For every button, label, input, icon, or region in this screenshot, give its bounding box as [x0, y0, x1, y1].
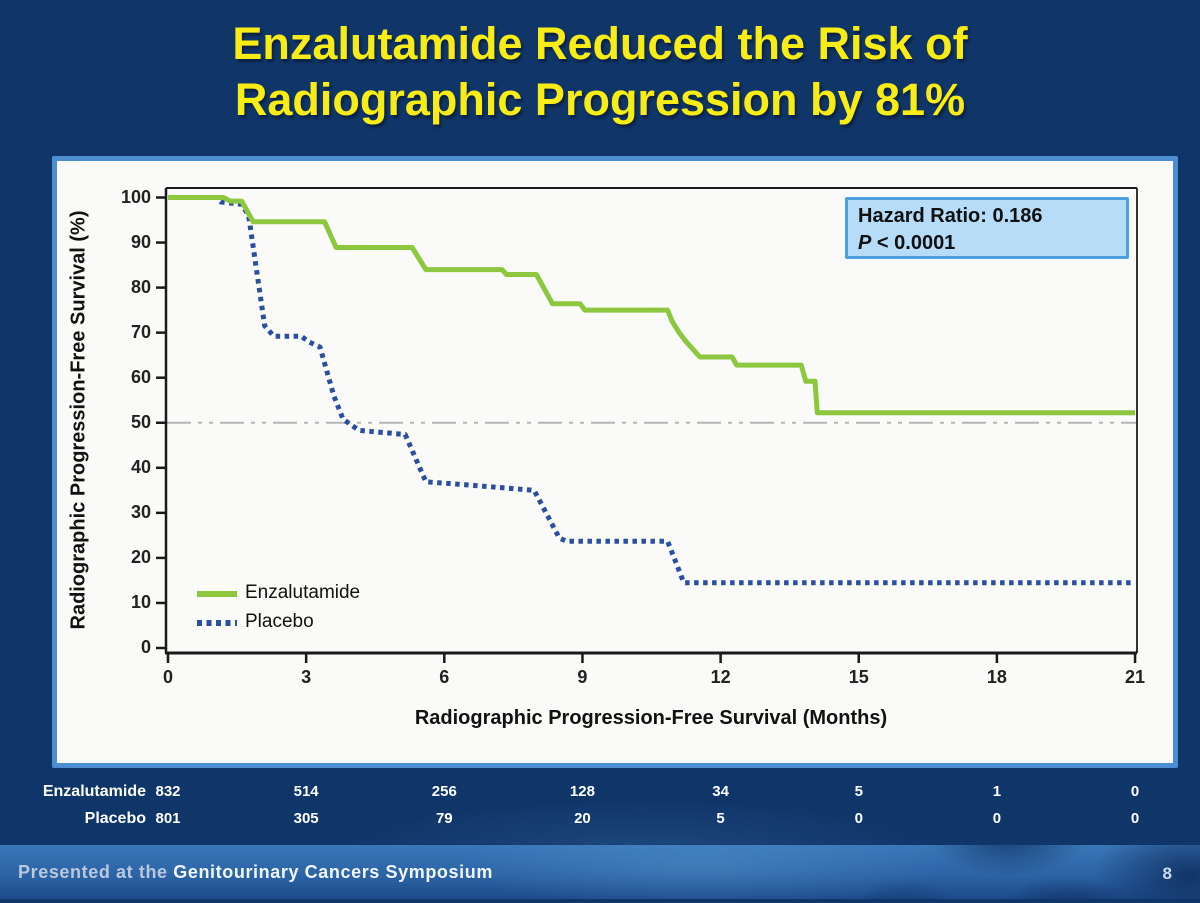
footer-bar: Presented at the Genitourinary Cancers S…	[0, 845, 1200, 899]
y-tick-label: 70	[130, 321, 151, 342]
at-risk-count: 256	[431, 783, 457, 800]
number-at-risk-table: Enzalutamide 832 514 256 128 34 5 1 0 Placebo 801 3…	[0, 777, 1200, 839]
at-risk-count: 514	[293, 783, 319, 800]
y-tick-label: 80	[130, 276, 151, 297]
enzalutamide-curve	[168, 195, 1135, 416]
x-tick-label: 12	[710, 667, 731, 687]
y-tick-label: 40	[130, 456, 151, 477]
x-tick-label: 9	[577, 667, 588, 687]
at-risk-count: 34	[712, 783, 729, 800]
at-risk-row-label: Placebo	[84, 810, 146, 827]
x-tick-label: 0	[162, 667, 173, 687]
x-tick-label: 15	[848, 667, 869, 687]
legend-label: Placebo	[245, 611, 314, 632]
at-risk-count: 128	[569, 783, 595, 800]
y-tick-label: 0	[140, 637, 151, 657]
y-tick-label: 50	[130, 411, 151, 432]
x-axis-title: Radiographic Progression-Free Survival (…	[414, 707, 888, 729]
solid-line-swatch	[197, 591, 237, 597]
y-tick-label: 60	[130, 366, 151, 387]
hazard-ratio-text: Hazard Ratio: 0.186	[858, 205, 1043, 227]
footer-prefix: Presented at the	[18, 862, 174, 882]
x-tick-label: 3	[301, 667, 312, 687]
y-tick-label: 20	[130, 546, 151, 567]
at-risk-count: 79	[435, 810, 453, 827]
dotted-line-swatch	[197, 620, 237, 626]
at-risk-row-label: Enzalutamide	[42, 783, 146, 800]
x-tick-label: 6	[439, 667, 450, 687]
at-risk-count: 0	[1130, 783, 1140, 800]
at-risk-count: 0	[992, 810, 1002, 827]
page-number: 8	[1162, 864, 1172, 883]
at-risk-count: 5	[716, 810, 725, 827]
at-risk-row-placebo: Placebo 801 305 79 20 5 0 0 0	[0, 810, 1200, 832]
slide-title: Enzalutamide Reduced the Risk of Radiogr…	[232, 18, 968, 125]
x-tick-label: 18	[986, 667, 1007, 687]
y-tick-label: 90	[130, 231, 151, 252]
footer-symposium-name: Genitourinary Cancers Symposium	[173, 862, 493, 882]
at-risk-count: 20	[574, 810, 591, 827]
at-risk-count: 1	[992, 783, 1002, 800]
at-risk-count: 0	[854, 810, 863, 827]
hazard-ratio-box: Hazard Ratio: 0.186 P < 0.0001	[845, 197, 1129, 259]
footer-text: Presented at the Genitourinary Cancers S…	[18, 845, 493, 899]
at-risk-count: 801	[155, 810, 181, 827]
y-tick-label: 30	[130, 501, 151, 522]
at-risk-count: 5	[854, 783, 863, 800]
km-plot	[156, 187, 1138, 663]
at-risk-row-enzalutamide: Enzalutamide 832 514 256 128 34 5 1 0	[0, 783, 1200, 805]
chart-panel: Radiographic Progression-Free Survival (…	[52, 156, 1178, 768]
at-risk-count: 305	[293, 810, 319, 827]
p-value: < 0.0001	[871, 232, 956, 254]
at-risk-count: 0	[1130, 810, 1140, 827]
at-risk-count: 832	[155, 783, 181, 800]
legend-label: Enzalutamide	[245, 582, 361, 603]
p-symbol: P	[858, 232, 872, 254]
y-tick-label: 10	[130, 591, 151, 612]
y-tick-label: 100	[120, 186, 151, 207]
p-value-text: P < 0.0001	[858, 230, 1116, 257]
x-tick-label: 21	[1125, 667, 1146, 687]
